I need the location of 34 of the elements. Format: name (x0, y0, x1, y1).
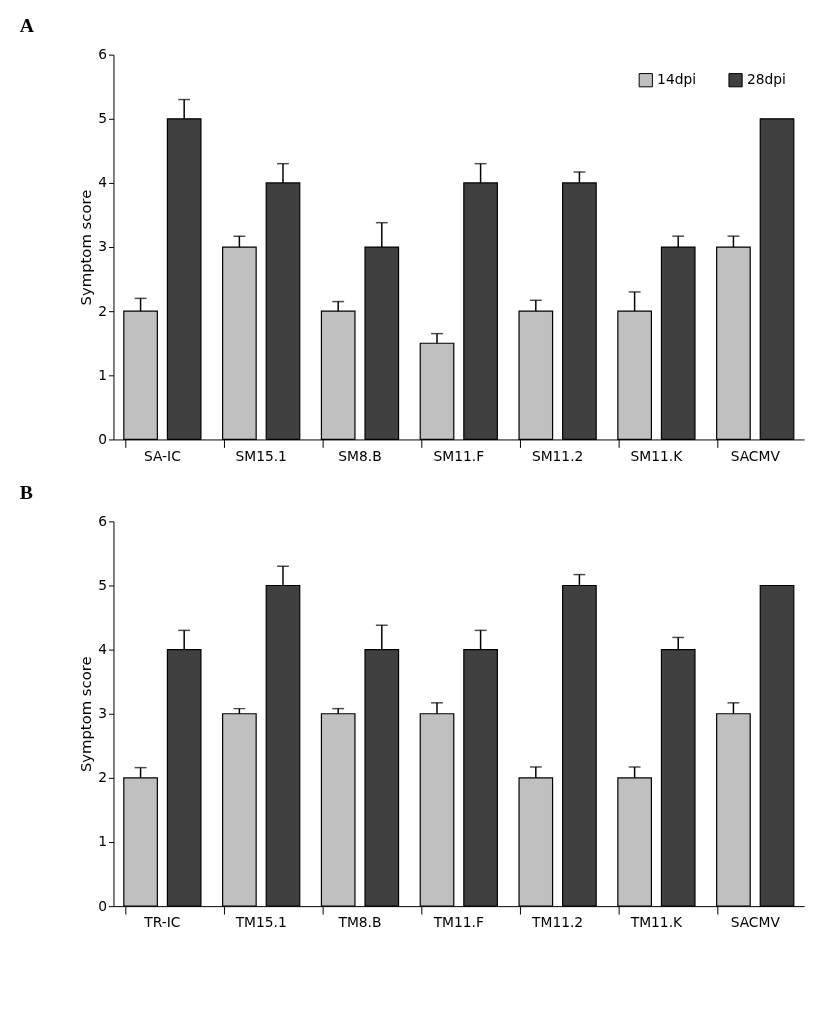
x-tick-label: SM11.K (630, 447, 684, 464)
y-tick-label: 2 (98, 302, 108, 319)
y-tick-label: 1 (98, 366, 108, 383)
y-axis-title: Symptom score (77, 656, 95, 773)
x-tick-label: SACMV (730, 914, 781, 931)
chart-title: A (19, 13, 35, 36)
x-tick-label: SM8.B (338, 447, 382, 464)
x-tick-label: TR-IC (143, 914, 181, 931)
y-tick-label: 2 (98, 769, 108, 786)
x-tick-label: TM8.B (337, 914, 382, 931)
y-tick-label: 0 (98, 897, 108, 914)
legend-label: 28dpi (746, 71, 786, 88)
x-tick-label: TM11.K (629, 914, 684, 931)
chart-title: B (19, 480, 33, 503)
y-tick-label: 5 (98, 576, 108, 593)
legend-label: 14dpi (657, 71, 697, 88)
x-tick-label: TM11.2 (531, 914, 584, 931)
y-axis-title: Symptom score (77, 189, 95, 306)
y-tick-label: 3 (98, 705, 108, 722)
x-tick-label: SACMV (730, 447, 781, 464)
y-tick-label: 0 (98, 430, 108, 447)
y-tick-label: 6 (98, 512, 108, 529)
y-tick-label: 5 (98, 110, 108, 127)
y-tick-label: 3 (98, 238, 108, 255)
x-tick-label: SM11.F (433, 447, 485, 464)
y-tick-label: 6 (98, 46, 108, 63)
x-tick-label: TM11.F (432, 914, 484, 931)
y-tick-label: 4 (98, 174, 108, 191)
x-tick-label: SM11.2 (531, 447, 584, 464)
x-tick-label: SA-IC (143, 447, 181, 464)
y-tick-label: 4 (98, 641, 108, 658)
x-tick-label: TM15.1 (234, 914, 287, 931)
x-tick-label: SM15.1 (235, 447, 287, 464)
y-tick-label: 1 (98, 833, 108, 850)
